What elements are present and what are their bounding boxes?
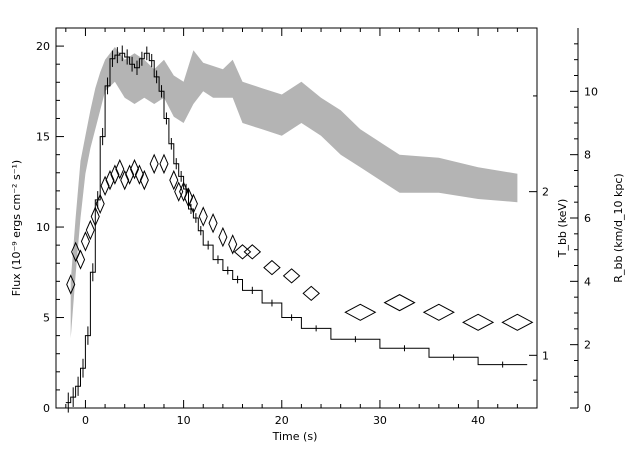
y-axis-right-inner-label: T_bb (keV) [556,199,569,259]
y-right-inner-tick-label: 2 [542,186,549,199]
x-tick-label: 10 [177,414,191,427]
temperature-diamond [219,228,227,246]
radius-band [71,47,518,338]
y-left-tick-label: 5 [43,312,50,325]
x-tick-label: 30 [373,414,387,427]
x-axis-label: Time (s) [272,430,318,443]
y-right-outer-tick-label: 2 [584,339,591,352]
y-left-tick-label: 15 [36,131,50,144]
temperature-diamond [235,245,251,259]
temperature-diamond [140,171,148,189]
temperature-diamond [199,208,207,226]
y-right-outer-tick-label: 8 [584,149,591,162]
y-right-inner-tick-label: 1 [542,349,549,362]
y-right-outer-tick-label: 4 [584,275,591,288]
temperature-diamond [106,171,114,189]
temperature-diamond [77,251,85,269]
temperature-diamond [150,155,158,173]
y-left-tick-label: 20 [36,40,50,53]
chart: 0 10 20 30 4005101520120246810 Time (s) Flux… [0,0,640,457]
x-tick-label: 20 [275,414,289,427]
radius-band-layer [71,47,518,338]
temperature-diamond [264,261,280,275]
y-right-outer-tick-label: 6 [584,212,591,225]
x-tick-label: 40 [471,414,485,427]
temperature-diamond [209,214,217,232]
y-right-outer-tick-label: 10 [584,85,598,98]
chart-container: 0 10 20 30 40 0 5 10 15 20 1 2 0 2 4 6 8 10 Time (s) Flux… [0,0,640,457]
temperature-diamond [502,314,532,330]
y-left-tick-label: 0 [43,402,50,415]
temperature-diamond [303,286,319,300]
y-right-outer-tick-label: 0 [584,402,591,415]
temperature-diamond [345,304,375,320]
temperature-diamond [463,314,493,330]
temperature-diamond [385,295,415,311]
y-axis-right-outer-label: R_bb (km/d_10 kpc) [612,173,625,282]
temperature-diamond [101,177,109,195]
y-left-tick-label: 10 [36,221,50,234]
temperature-diamond [424,304,454,320]
x-tick-label: 0 [82,414,89,427]
y-axis-left-label: Flux (10⁻⁹ ergs cm⁻² s⁻¹) [10,160,23,296]
temperature-diamond [284,269,300,283]
temperature-diamond [160,155,168,173]
temperature-diamond [244,245,260,259]
